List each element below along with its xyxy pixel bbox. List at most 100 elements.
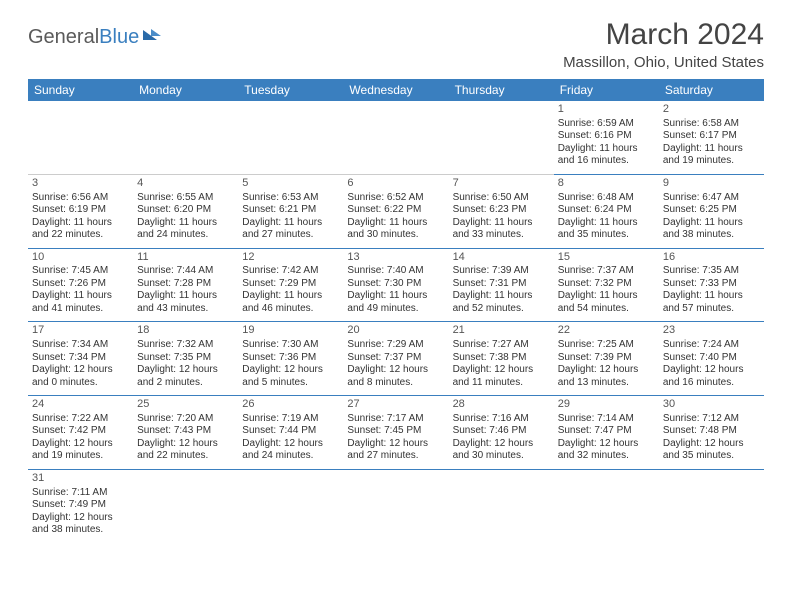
daylight-text: Daylight: 12 hours and 11 minutes. (453, 364, 550, 389)
calendar-empty-cell (133, 469, 238, 542)
sunrise-text: Sunrise: 7:11 AM (32, 487, 129, 500)
daylight-text: Daylight: 12 hours and 5 minutes. (242, 364, 339, 389)
calendar-empty-cell (343, 469, 448, 542)
location-text: Massillon, Ohio, United States (563, 54, 764, 71)
sunrise-text: Sunrise: 6:50 AM (453, 192, 550, 205)
day-number: 24 (32, 398, 129, 412)
sunset-text: Sunset: 6:19 PM (32, 204, 129, 217)
day-number: 4 (137, 177, 234, 191)
weekday-header: Friday (554, 79, 659, 101)
weekday-header: Thursday (449, 79, 554, 101)
sunrise-text: Sunrise: 6:55 AM (137, 192, 234, 205)
calendar-body: 1Sunrise: 6:59 AMSunset: 6:16 PM Daylight… (28, 101, 764, 543)
day-number: 1 (558, 103, 655, 117)
weekday-header: Saturday (659, 79, 764, 101)
calendar-day-cell: 25Sunrise: 7:20 AMSunset: 7:43 PMDayligh… (133, 396, 238, 470)
sunset-text: Sunset: 7:37 PM (347, 352, 444, 365)
calendar-empty-cell (28, 101, 133, 174)
day-number: 18 (137, 324, 234, 338)
daylight-text: Daylight: 11 hours and 54 minutes. (558, 290, 655, 315)
sunrise-text: Sunrise: 6:59 AM (558, 118, 655, 131)
day-number: 8 (558, 177, 655, 191)
sunrise-text: Sunrise: 7:22 AM (32, 413, 129, 426)
calendar-day-cell: 3Sunrise: 6:56 AMSunset: 6:19 PMDaylight… (28, 174, 133, 248)
daylight-text: Daylight: 12 hours and 0 minutes. (32, 364, 129, 389)
sunset-text: Sunset: 7:36 PM (242, 352, 339, 365)
sunrise-text: Sunrise: 7:29 AM (347, 339, 444, 352)
sunrise-text: Sunrise: 6:48 AM (558, 192, 655, 205)
sunrise-text: Sunrise: 7:27 AM (453, 339, 550, 352)
daylight-text: Daylight: 12 hours and 8 minutes. (347, 364, 444, 389)
daylight-text: Daylight: 12 hours and 19 minutes. (32, 438, 129, 463)
day-number: 25 (137, 398, 234, 412)
calendar-day-cell: 8Sunrise: 6:48 AMSunset: 6:24 PMDaylight… (554, 174, 659, 248)
weekday-header: Wednesday (343, 79, 448, 101)
sunrise-text: Sunrise: 6:47 AM (663, 192, 760, 205)
daylight-text: Daylight: 11 hours and 24 minutes. (137, 217, 234, 242)
sunset-text: Sunset: 6:16 PM (558, 130, 655, 143)
sunset-text: Sunset: 6:17 PM (663, 130, 760, 143)
sunrise-text: Sunrise: 7:44 AM (137, 265, 234, 278)
sunset-text: Sunset: 7:34 PM (32, 352, 129, 365)
sunrise-text: Sunrise: 7:24 AM (663, 339, 760, 352)
daylight-text: Daylight: 11 hours and 46 minutes. (242, 290, 339, 315)
logo: GeneralBlue (28, 26, 161, 49)
calendar-day-cell: 9Sunrise: 6:47 AMSunset: 6:25 PMDaylight… (659, 174, 764, 248)
sunrise-text: Sunrise: 7:16 AM (453, 413, 550, 426)
day-number: 6 (347, 177, 444, 191)
calendar-day-cell: 12Sunrise: 7:42 AMSunset: 7:29 PMDayligh… (238, 248, 343, 322)
day-number: 27 (347, 398, 444, 412)
calendar-empty-cell (133, 101, 238, 174)
sunset-text: Sunset: 7:45 PM (347, 425, 444, 438)
calendar-day-cell: 30Sunrise: 7:12 AMSunset: 7:48 PMDayligh… (659, 396, 764, 470)
day-number: 5 (242, 177, 339, 191)
sunrise-text: Sunrise: 6:53 AM (242, 192, 339, 205)
calendar-week-row: 24Sunrise: 7:22 AMSunset: 7:42 PMDayligh… (28, 396, 764, 470)
daylight-text: Daylight: 12 hours and 22 minutes. (137, 438, 234, 463)
calendar-day-cell: 4Sunrise: 6:55 AMSunset: 6:20 PMDaylight… (133, 174, 238, 248)
sunset-text: Sunset: 7:39 PM (558, 352, 655, 365)
calendar-day-cell: 11Sunrise: 7:44 AMSunset: 7:28 PMDayligh… (133, 248, 238, 322)
sunset-text: Sunset: 7:44 PM (242, 425, 339, 438)
daylight-text: Daylight: 11 hours and 30 minutes. (347, 217, 444, 242)
sunrise-text: Sunrise: 7:39 AM (453, 265, 550, 278)
daylight-text: Daylight: 12 hours and 32 minutes. (558, 438, 655, 463)
weekday-header: Tuesday (238, 79, 343, 101)
sunrise-text: Sunrise: 7:19 AM (242, 413, 339, 426)
day-number: 17 (32, 324, 129, 338)
sunrise-text: Sunrise: 7:34 AM (32, 339, 129, 352)
sunrise-text: Sunrise: 7:14 AM (558, 413, 655, 426)
calendar-day-cell: 1Sunrise: 6:59 AMSunset: 6:16 PMDaylight… (554, 101, 659, 174)
logo-icon-2 (151, 29, 161, 36)
calendar-empty-cell (659, 469, 764, 542)
calendar-day-cell: 20Sunrise: 7:29 AMSunset: 7:37 PMDayligh… (343, 322, 448, 396)
daylight-text: Daylight: 11 hours and 49 minutes. (347, 290, 444, 315)
calendar-empty-cell (343, 101, 448, 174)
sunrise-text: Sunrise: 7:30 AM (242, 339, 339, 352)
calendar-day-cell: 23Sunrise: 7:24 AMSunset: 7:40 PMDayligh… (659, 322, 764, 396)
calendar-week-row: 1Sunrise: 6:59 AMSunset: 6:16 PMDaylight… (28, 101, 764, 174)
sunset-text: Sunset: 7:49 PM (32, 499, 129, 512)
sunset-text: Sunset: 6:23 PM (453, 204, 550, 217)
sunset-text: Sunset: 7:28 PM (137, 278, 234, 291)
daylight-text: Daylight: 11 hours and 33 minutes. (453, 217, 550, 242)
day-number: 7 (453, 177, 550, 191)
daylight-text: Daylight: 11 hours and 57 minutes. (663, 290, 760, 315)
day-number: 12 (242, 251, 339, 265)
daylight-text: Daylight: 11 hours and 43 minutes. (137, 290, 234, 315)
sunset-text: Sunset: 7:42 PM (32, 425, 129, 438)
sunset-text: Sunset: 6:24 PM (558, 204, 655, 217)
calendar-day-cell: 13Sunrise: 7:40 AMSunset: 7:30 PMDayligh… (343, 248, 448, 322)
sunrise-text: Sunrise: 7:32 AM (137, 339, 234, 352)
calendar-empty-cell (238, 101, 343, 174)
daylight-text: Daylight: 11 hours and 41 minutes. (32, 290, 129, 315)
day-number: 14 (453, 251, 550, 265)
calendar-week-row: 3Sunrise: 6:56 AMSunset: 6:19 PMDaylight… (28, 174, 764, 248)
calendar-day-cell: 27Sunrise: 7:17 AMSunset: 7:45 PMDayligh… (343, 396, 448, 470)
sunset-text: Sunset: 7:48 PM (663, 425, 760, 438)
sunset-text: Sunset: 7:29 PM (242, 278, 339, 291)
day-number: 23 (663, 324, 760, 338)
daylight-text: Daylight: 12 hours and 30 minutes. (453, 438, 550, 463)
day-number: 9 (663, 177, 760, 191)
daylight-text: Daylight: 11 hours and 38 minutes. (663, 217, 760, 242)
